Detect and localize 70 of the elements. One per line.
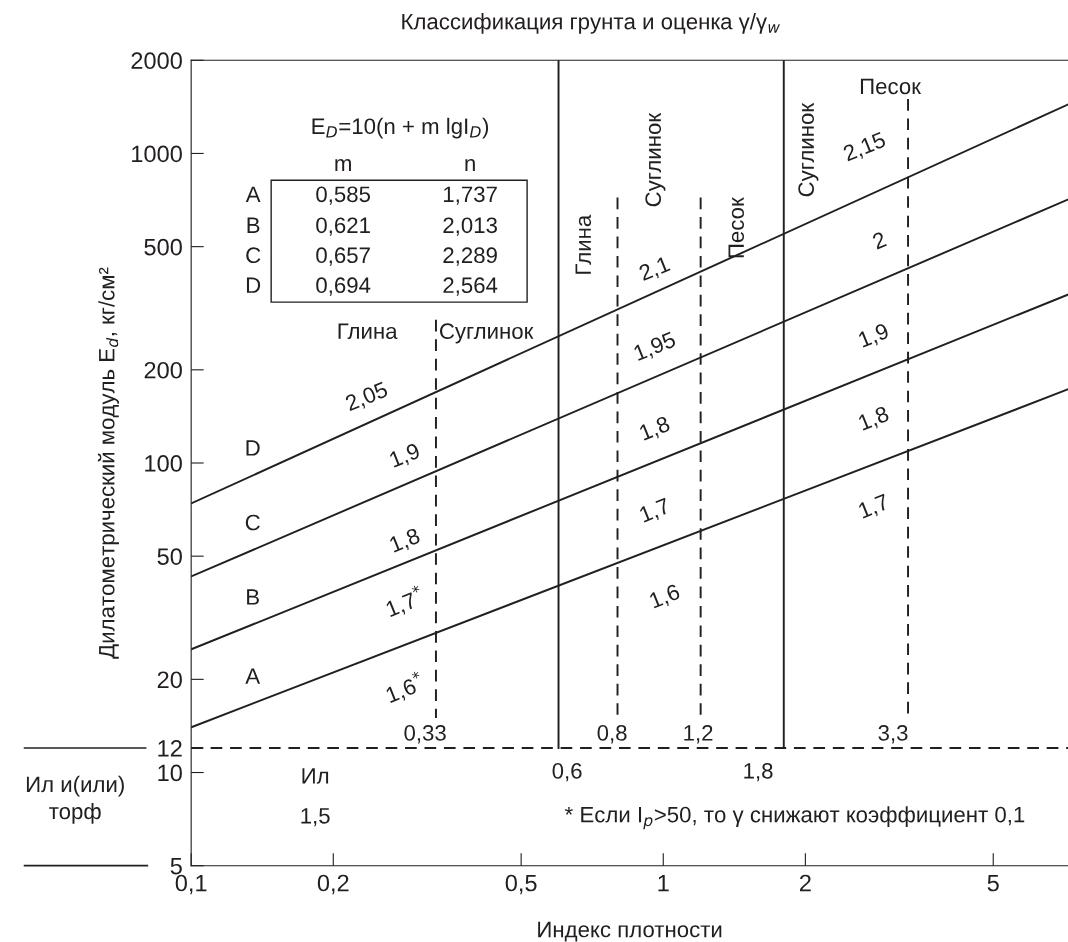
- annotation: 1,8: [744, 763, 773, 782]
- series-label: B: [247, 589, 259, 605]
- y-axis-title: Дилатометрический модуль E$_{d}$, кг/см²: [97, 267, 119, 659]
- x-tick-label: 1: [658, 874, 669, 892]
- annotation: 1,6: [648, 583, 682, 612]
- annotation: 2,013: [443, 217, 497, 236]
- annotation: * Если I$_{p}$>50, то γ снижают коэффициент 0,1: [564, 806, 1025, 830]
- annotation: Глина: [575, 214, 592, 274]
- y-tick-label: 12: [158, 740, 182, 757]
- text: A: [245, 186, 261, 202]
- y-tick-label: 200: [144, 361, 182, 379]
- annotation: 1,7: [638, 497, 672, 526]
- annotation: 0,585: [316, 186, 371, 205]
- annotation: 1,6$^{*}$: [383, 670, 427, 706]
- annotation: Глина: [338, 323, 398, 340]
- y-tick-label: 500: [144, 238, 182, 256]
- annotation: 1,8: [857, 405, 891, 434]
- series-label: A: [245, 668, 261, 684]
- x-tick-label: 0,5: [505, 874, 537, 895]
- annotation: 3,3: [878, 725, 908, 744]
- y-tick-label: 100: [145, 455, 182, 472]
- annotation: 1,95: [632, 331, 678, 364]
- annotation: 0,6: [552, 763, 582, 782]
- x-tick-label: 0,2: [317, 874, 349, 895]
- y-tick-label: 10: [158, 764, 182, 782]
- annotation: 1,7: [857, 493, 891, 522]
- annotation: 2,15: [842, 131, 888, 164]
- series-label: D: [246, 440, 260, 456]
- annotation: 2,564: [443, 277, 498, 296]
- series-label: C: [245, 514, 260, 531]
- annotation: Суглинок: [440, 323, 534, 344]
- annotation: 2,05: [344, 381, 390, 414]
- x-tick-label: 0,1: [175, 874, 207, 895]
- text: B: [247, 217, 260, 233]
- annotation: 1,8: [388, 527, 422, 556]
- annotation: Суглинок: [645, 112, 666, 207]
- annotation: Песок: [860, 78, 922, 95]
- annotation: Суглинок: [798, 102, 819, 197]
- annotation: 2: [871, 231, 887, 250]
- annotation: 1,5: [301, 808, 330, 827]
- annotation: 1,9: [388, 442, 422, 471]
- y-tick-label: 50: [157, 548, 182, 565]
- annotation: E$_{D}$=10(n + m lgI$_{D}$): [312, 117, 489, 139]
- y-tick-label: 2000: [131, 52, 182, 70]
- x-tick-label: 2: [800, 874, 811, 892]
- annotation: 0,694: [316, 277, 371, 296]
- annotation: 0,8: [597, 725, 627, 744]
- y-tick-label: 1000: [132, 145, 182, 163]
- annotation: Песок: [728, 197, 745, 258]
- annotation: 1,737: [444, 186, 497, 205]
- y-tick-label: 20: [157, 671, 182, 689]
- annotation: 1,2: [684, 725, 713, 744]
- x-tick-label: 5: [987, 874, 999, 892]
- x-axis-title: Индекс плотности: [538, 921, 722, 942]
- text: C: [246, 247, 261, 264]
- chart-title: Классификация грунта и оценка γ/γ$_{w}$: [402, 13, 780, 34]
- annotation: 0,33: [404, 725, 446, 744]
- annotation: 0,657: [316, 247, 370, 266]
- text: Ил и(или) торф: [26, 775, 124, 824]
- y-tick-label: 5: [170, 858, 182, 875]
- text: D: [246, 277, 261, 293]
- annotation: m: [335, 159, 351, 171]
- annotation: 0,621: [316, 217, 370, 236]
- annotation: 1,8: [638, 415, 672, 444]
- annotation: 2,289: [443, 247, 497, 266]
- annotation: 1,9: [857, 322, 891, 351]
- annotation: 1,7$^{*}$: [383, 584, 427, 620]
- annotation: n: [465, 159, 475, 171]
- annotation: 2,1: [638, 255, 672, 284]
- annotation: Ил: [302, 768, 329, 784]
